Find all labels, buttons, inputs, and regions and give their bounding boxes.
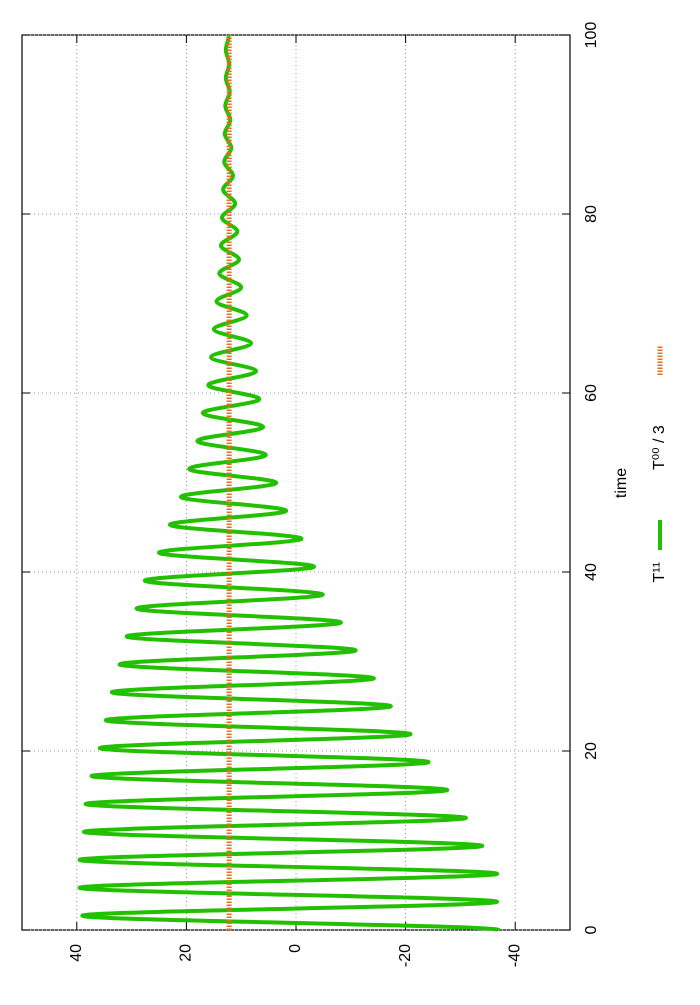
x-axis-title: time (613, 468, 630, 498)
x-tick-label: 100 (583, 22, 600, 49)
x-tick-label: 60 (583, 384, 600, 402)
y-tick-label: 0 (287, 944, 304, 953)
x-tick-label: 80 (583, 205, 600, 223)
y-tick-label: 40 (68, 944, 85, 962)
rotated-plot: time 0 20 40 60 80 100 -40 -20 0 20 40 T¹¹ T⁰⁰ / 3 (21, 22, 668, 967)
x-tick-label: 40 (583, 563, 600, 581)
y-tick-label: -40 (506, 944, 523, 967)
x-tick-label: 20 (583, 742, 600, 760)
series-line (77, 35, 501, 932)
legend-label: T⁰⁰ / 3 (651, 425, 668, 470)
y-tick-label: -20 (397, 944, 414, 967)
x-tick-label: 0 (583, 925, 600, 934)
y-tick-label: 20 (178, 944, 195, 962)
legend-label: T¹¹ (651, 562, 668, 582)
